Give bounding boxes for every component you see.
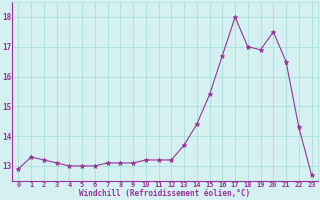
X-axis label: Windchill (Refroidissement éolien,°C): Windchill (Refroidissement éolien,°C): [79, 189, 251, 198]
